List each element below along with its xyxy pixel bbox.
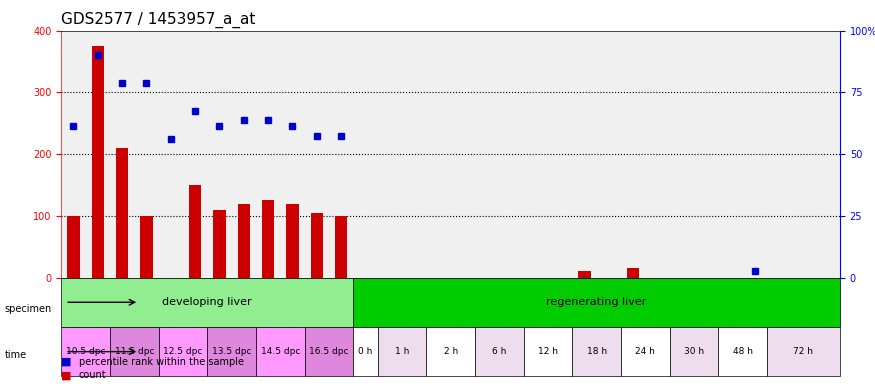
Text: 14.5 dpc: 14.5 dpc bbox=[261, 347, 300, 356]
Text: 13.5 dpc: 13.5 dpc bbox=[212, 347, 251, 356]
FancyBboxPatch shape bbox=[426, 327, 475, 376]
Text: ■: ■ bbox=[61, 370, 72, 380]
Bar bbox=[92, 46, 104, 278]
Text: 16.5 dpc: 16.5 dpc bbox=[309, 347, 349, 356]
FancyBboxPatch shape bbox=[767, 327, 840, 376]
FancyBboxPatch shape bbox=[621, 327, 669, 376]
FancyBboxPatch shape bbox=[158, 327, 207, 376]
Text: specimen: specimen bbox=[4, 304, 52, 314]
FancyBboxPatch shape bbox=[256, 327, 304, 376]
Text: regenerating liver: regenerating liver bbox=[547, 297, 647, 307]
FancyBboxPatch shape bbox=[378, 327, 426, 376]
Text: 1 h: 1 h bbox=[395, 347, 410, 356]
Text: 24 h: 24 h bbox=[635, 347, 655, 356]
FancyBboxPatch shape bbox=[207, 327, 256, 376]
Text: 0 h: 0 h bbox=[358, 347, 373, 356]
Text: 48 h: 48 h bbox=[732, 347, 752, 356]
Text: GDS2577 / 1453957_a_at: GDS2577 / 1453957_a_at bbox=[61, 12, 255, 28]
Bar bbox=[627, 268, 640, 278]
FancyBboxPatch shape bbox=[61, 327, 110, 376]
FancyBboxPatch shape bbox=[718, 327, 767, 376]
Text: count: count bbox=[79, 370, 107, 380]
Text: 18 h: 18 h bbox=[586, 347, 606, 356]
Text: time: time bbox=[4, 350, 26, 360]
Text: ■: ■ bbox=[61, 357, 72, 367]
Text: 72 h: 72 h bbox=[794, 347, 814, 356]
Text: 2 h: 2 h bbox=[444, 347, 458, 356]
FancyBboxPatch shape bbox=[354, 278, 840, 327]
FancyBboxPatch shape bbox=[110, 327, 158, 376]
Text: 30 h: 30 h bbox=[684, 347, 704, 356]
Bar bbox=[189, 185, 201, 278]
FancyBboxPatch shape bbox=[475, 327, 523, 376]
FancyBboxPatch shape bbox=[354, 327, 378, 376]
FancyBboxPatch shape bbox=[304, 327, 354, 376]
FancyBboxPatch shape bbox=[61, 278, 354, 327]
FancyBboxPatch shape bbox=[523, 327, 572, 376]
Text: percentile rank within the sample: percentile rank within the sample bbox=[79, 357, 244, 367]
Bar bbox=[214, 210, 226, 278]
Bar bbox=[578, 271, 591, 278]
Text: 6 h: 6 h bbox=[492, 347, 507, 356]
Bar bbox=[238, 204, 250, 278]
Bar bbox=[67, 216, 80, 278]
Text: 11.5 dpc: 11.5 dpc bbox=[115, 347, 154, 356]
Text: 12 h: 12 h bbox=[538, 347, 558, 356]
Text: 10.5 dpc: 10.5 dpc bbox=[66, 347, 105, 356]
Bar bbox=[286, 204, 298, 278]
Bar bbox=[140, 216, 152, 278]
FancyBboxPatch shape bbox=[669, 327, 718, 376]
FancyBboxPatch shape bbox=[572, 327, 621, 376]
Bar bbox=[262, 200, 274, 278]
Text: developing liver: developing liver bbox=[163, 297, 252, 307]
Bar bbox=[311, 213, 323, 278]
Bar bbox=[116, 148, 128, 278]
Text: 12.5 dpc: 12.5 dpc bbox=[164, 347, 203, 356]
Bar bbox=[335, 216, 347, 278]
